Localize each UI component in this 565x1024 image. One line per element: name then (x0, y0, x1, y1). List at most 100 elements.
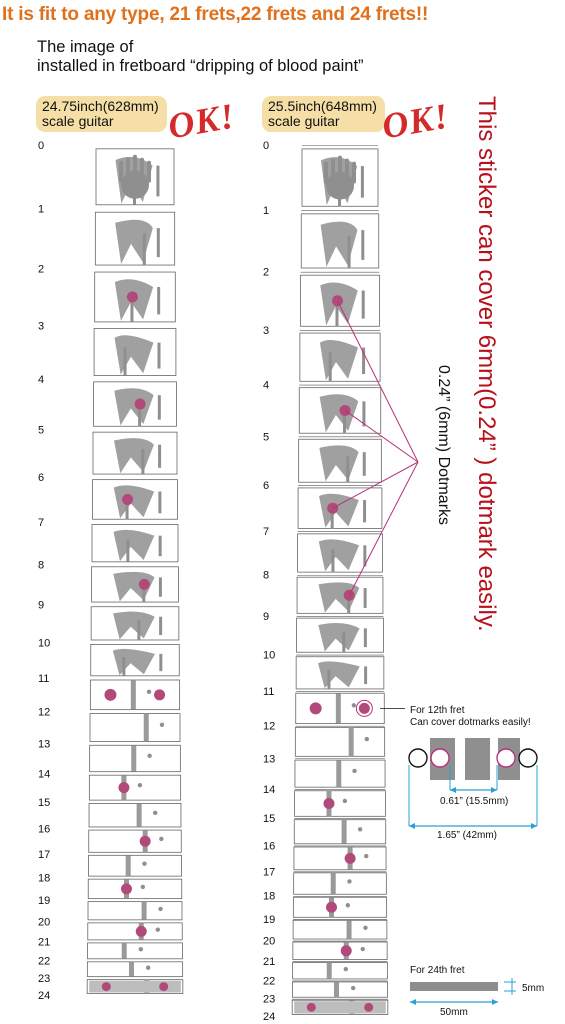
left-fret-number: 21 (38, 936, 50, 948)
left-blood-spot (145, 965, 151, 970)
left-blood-drip (158, 491, 162, 514)
right-blood-drip (364, 666, 368, 685)
left-dotmark (122, 493, 134, 505)
inner-dimension-arrow (450, 787, 456, 793)
left-fret-number: 20 (38, 916, 50, 928)
right-fret-number: 13 (263, 753, 275, 765)
right-blood-drip (363, 588, 367, 608)
scale-badge-right-line2: scale guitar (268, 113, 340, 129)
right-fret-number: 3 (263, 325, 269, 337)
right-dotmark (327, 502, 339, 514)
right-blood-spot (347, 879, 352, 884)
left-blood-spot (153, 810, 158, 816)
left-blood-spot (138, 947, 144, 952)
detail-letter-gap (490, 738, 498, 780)
right-dotmark (309, 702, 322, 715)
right-dotmark (364, 1002, 374, 1012)
right-fret-number: 15 (263, 813, 275, 825)
inlay-width-dimension-arrow (492, 999, 498, 1005)
leader-line (344, 410, 419, 463)
left-blood-spot (137, 782, 143, 788)
left-fret-cell (87, 878, 183, 900)
right-fret-cell (294, 727, 386, 757)
right-blood-splatter (318, 539, 360, 572)
right-blood-splatter (319, 394, 359, 433)
inner-dot-distance: 0.61” (15.5mm) (440, 796, 509, 807)
right-blood-drip (341, 819, 347, 844)
detail-dot-outline (518, 748, 538, 768)
right-blood-splatter (319, 493, 359, 528)
left-blood-spot (146, 689, 152, 695)
right-fret-number: 0 (263, 140, 269, 152)
right-handprint-finger (331, 158, 335, 181)
twentyfourth-fret-detail (410, 978, 516, 1005)
detail-letter-gap (455, 738, 465, 780)
right-blood-drip (346, 456, 350, 483)
right-fret-number: 24 (263, 1011, 275, 1023)
detail-dot-outline (496, 748, 516, 768)
left-fret-number: 17 (38, 849, 50, 861)
right-blood-drip (347, 591, 351, 614)
left-fret-number: 1 (38, 204, 44, 216)
right-fret-number: 11 (263, 686, 274, 698)
right-blood-drip (362, 401, 366, 427)
left-handprint-finger (126, 157, 130, 180)
left-fret-number: 6 (38, 472, 44, 484)
left-fret-number: 7 (38, 517, 44, 529)
right-inlay-24 (294, 1001, 386, 1014)
left-dotmark (120, 883, 132, 895)
left-dotmark (134, 398, 146, 410)
scale-badge-right-line1: 25.5inch(648mm) (268, 98, 377, 114)
leader-line (348, 461, 419, 596)
left-fret-cell (88, 854, 182, 877)
right-blood-drip (362, 452, 366, 476)
right-blood-drip (335, 295, 339, 327)
right-blood-drip (328, 352, 332, 382)
dotmark-leader-lines (332, 300, 419, 709)
left-blood-drip (137, 620, 141, 641)
twelfth-fret-detail (408, 738, 538, 829)
right-blood-spot (350, 985, 356, 991)
right-fret-number: 17 (263, 866, 275, 878)
left-blood-drip (123, 347, 127, 376)
left-blood-drip (159, 653, 163, 672)
right-blood-drip (363, 545, 367, 567)
left-blood-drip (138, 399, 142, 427)
left-blood-spot (159, 836, 164, 842)
right-fret-number: 8 (263, 570, 269, 582)
intro-line-1: The image of (37, 38, 134, 56)
left-blood-spot (159, 722, 165, 727)
left-blood-drip (125, 495, 129, 520)
outer-dimension-arrow (409, 823, 415, 829)
right-blood-drip (361, 230, 365, 260)
left-fret-cell (87, 901, 183, 921)
left-blood-drip (142, 580, 146, 603)
inlay-width-dimension-arrow (410, 999, 416, 1005)
right-blood-spot (363, 925, 368, 930)
left-handprint-finger (147, 160, 151, 183)
outer-dimension-arrow (531, 823, 537, 829)
left-fret-number: 2 (38, 264, 44, 276)
right-fret-number: 6 (263, 480, 269, 492)
left-blood-splatter (113, 529, 155, 562)
right-fret-number: 20 (263, 936, 275, 948)
right-fret-cell (293, 846, 387, 871)
inner-dimension-arrow (491, 787, 497, 793)
right-dotmark (358, 702, 370, 714)
scale-badge-left-line2: scale guitar (42, 113, 114, 129)
left-blood-drip (158, 535, 162, 557)
left-blood-splatter (113, 611, 155, 640)
right-handprint-finger (345, 158, 349, 181)
inlay-width-dim: 50mm (440, 1007, 468, 1018)
right-twelfth-outline (355, 699, 373, 717)
right-fret-cell (292, 896, 388, 918)
right-blood-drip (362, 347, 366, 375)
right-blood-drip (330, 872, 336, 895)
left-fret-cell (88, 803, 182, 828)
left-blood-drip (131, 745, 137, 772)
left-handprint-finger (133, 154, 137, 177)
left-dotmark (126, 291, 138, 303)
intro-text: The image of installed in fretboard “dri… (37, 38, 364, 76)
detail-dot-outline (408, 748, 428, 768)
